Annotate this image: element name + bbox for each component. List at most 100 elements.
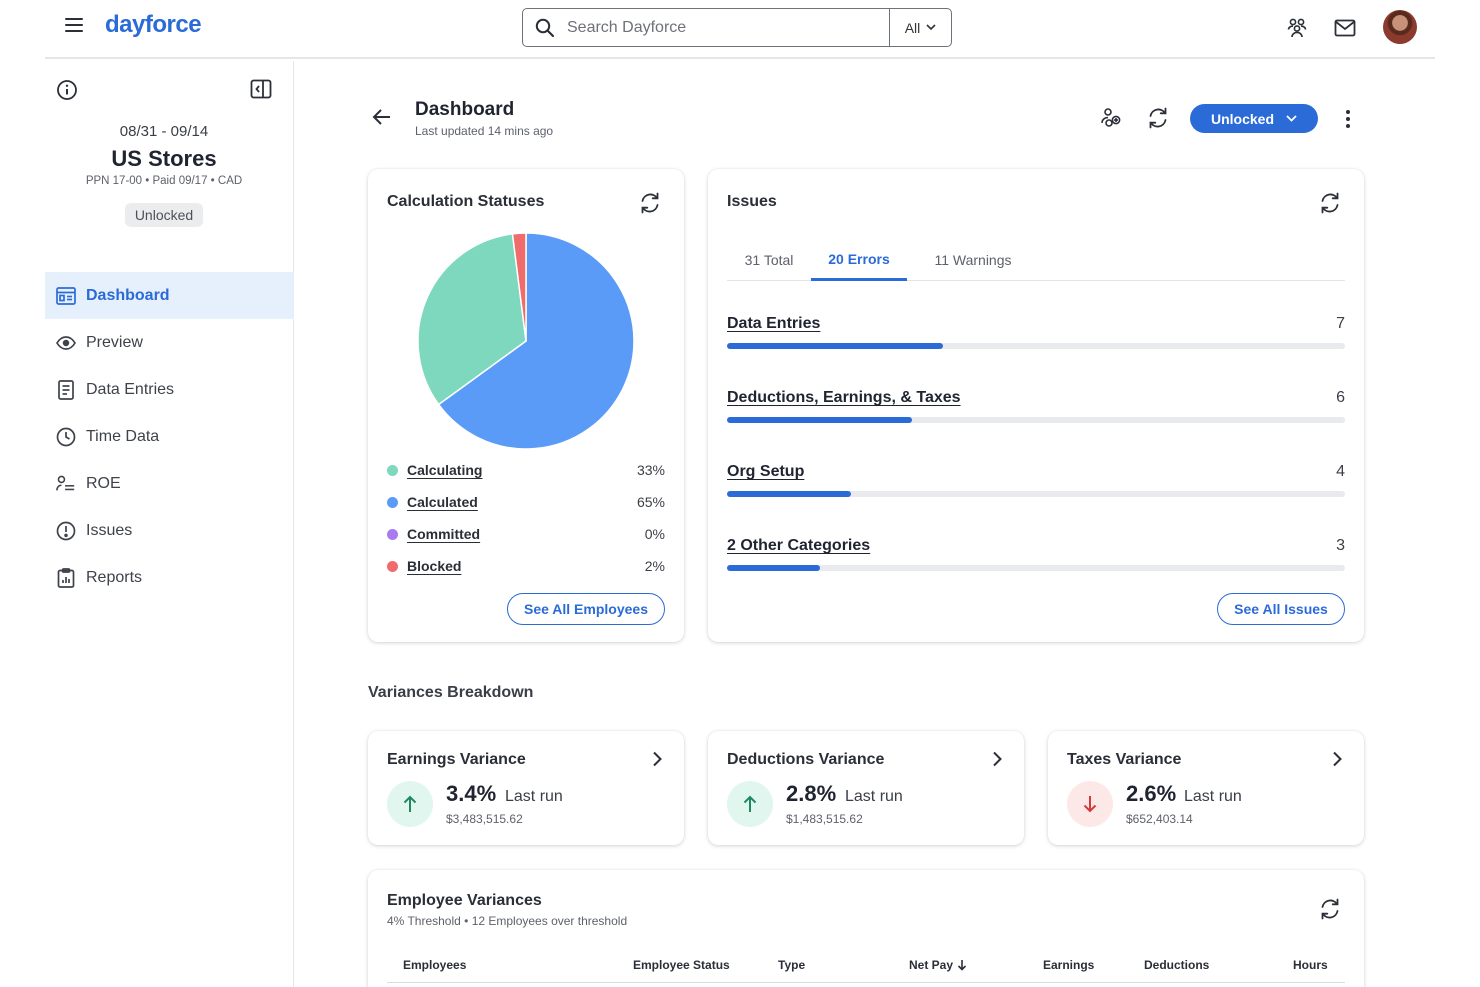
tab-errors[interactable]: 20 Errors [811, 239, 907, 281]
people-icon[interactable] [1283, 14, 1311, 42]
pie-slice-calculated[interactable] [437, 232, 635, 450]
lock-status-button[interactable]: Unlocked [1190, 104, 1318, 133]
column-header-employee-status[interactable]: Employee Status [633, 958, 730, 972]
taxes-variance-card[interactable]: Taxes Variance 2.6% Last run $652,403.14 [1048, 731, 1364, 845]
variance-title: Earnings Variance [387, 751, 526, 768]
legend-value: 2% [644, 558, 665, 574]
refresh-icon[interactable] [638, 191, 662, 220]
issue-category-label[interactable]: 2 Other Categories [727, 537, 871, 554]
sidebar-item-preview[interactable]: Preview [45, 319, 294, 366]
chevron-right-icon[interactable] [1332, 751, 1342, 772]
clock-icon [56, 427, 76, 447]
variance-title: Taxes Variance [1067, 751, 1182, 768]
sidebar-item-reports[interactable]: Reports [45, 554, 294, 601]
refresh-icon[interactable] [1146, 106, 1170, 135]
issue-category-label[interactable]: Data Entries [727, 315, 821, 332]
tab-warnings[interactable]: 11 Warnings [934, 252, 1012, 268]
issue-category-label[interactable]: Deductions, Earnings, & Taxes [727, 389, 961, 406]
see-all-employees-button[interactable]: See All Employees [507, 593, 665, 625]
sidebar-item-dashboard[interactable]: Dashboard [45, 272, 294, 319]
pay-period-dates: 08/31 - 09/14 [119, 123, 209, 140]
legend-item-calculated: Calculated 65% [387, 492, 665, 512]
sidebar-item-roe[interactable]: ROE [45, 460, 294, 507]
sidebar-item-data-entries[interactable]: Data Entries [45, 366, 294, 413]
refresh-icon[interactable] [1318, 897, 1342, 926]
issue-category-row: Data Entries 7 [727, 315, 1345, 365]
issues-card: Issues 31 Total 20 Errors 11 Warnings Da… [708, 169, 1364, 642]
earnings-variance-card[interactable]: Earnings Variance 3.4% Last run $3,483,5… [368, 731, 684, 845]
pay-group-name: US Stores [111, 146, 217, 171]
manage-people-icon[interactable] [1099, 106, 1123, 135]
more-options-icon[interactable] [1338, 107, 1358, 131]
sidebar-nav: Dashboard Preview Data Entries Time Data… [45, 272, 294, 601]
see-all-issues-label: See All Issues [1234, 601, 1328, 617]
column-header-employees[interactable]: Employees [403, 958, 467, 972]
pie-slice-blocked[interactable] [511, 232, 527, 342]
chevron-right-icon[interactable] [992, 751, 1002, 772]
sidebar-item-label: Reports [86, 568, 143, 586]
sidebar-item-label: Time Data [86, 427, 160, 445]
dashboard-icon [56, 286, 76, 306]
issue-progress-track [727, 491, 1345, 497]
search-scope-dropdown[interactable]: All [889, 9, 951, 46]
search-scope-label: All [904, 19, 921, 36]
page-title: Dashboard [415, 99, 515, 120]
person-list-icon [56, 474, 76, 494]
issue-progress-track [727, 343, 1345, 349]
chevron-down-icon [926, 24, 936, 31]
variance-amount: $1,483,515.62 [786, 812, 863, 826]
refresh-icon[interactable] [1318, 191, 1342, 220]
pay-period-meta: PPN 17-00 • Paid 09/17 • CAD [85, 175, 243, 187]
issue-count: 6 [1336, 389, 1345, 406]
column-header-net-pay[interactable]: Net Pay [909, 958, 967, 972]
mail-icon[interactable] [1331, 14, 1359, 42]
legend-value: 33% [636, 462, 665, 478]
sidebar-item-label: ROE [86, 474, 121, 492]
sidebar-item-time-data[interactable]: Time Data [45, 413, 294, 460]
legend-label[interactable]: Blocked [407, 558, 462, 574]
legend-label[interactable]: Calculated [407, 494, 478, 510]
arrow-up-icon [727, 781, 773, 827]
tab-total[interactable]: 31 Total [744, 252, 794, 268]
issues-tabs: 31 Total 20 Errors 11 Warnings [727, 239, 1345, 281]
sidebar-item-label: Issues [86, 521, 133, 539]
see-all-employees-label: See All Employees [524, 601, 648, 617]
issue-progress-track [727, 565, 1345, 571]
variance-percent: 2.8% [786, 781, 837, 806]
search-input[interactable] [567, 9, 889, 46]
chevron-right-icon[interactable] [652, 751, 662, 772]
eye-icon [56, 333, 76, 353]
dayforce-logo[interactable]: dayforce [105, 11, 202, 38]
last-run-label: Last run [505, 788, 563, 805]
sidebar-item-label: Preview [86, 333, 143, 351]
legend-swatch [387, 496, 398, 508]
legend-item-committed: Committed 0% [387, 524, 665, 544]
user-avatar[interactable] [1383, 10, 1417, 44]
issue-category-label[interactable]: Org Setup [727, 463, 805, 480]
sort-descending-icon [957, 960, 967, 971]
pie-slice-calculating[interactable] [417, 233, 527, 406]
issue-count: 4 [1336, 463, 1345, 480]
legend-value: 0% [644, 526, 665, 542]
search-icon [523, 18, 567, 38]
variance-amount: $3,483,515.62 [446, 812, 523, 826]
menu-icon[interactable] [65, 18, 83, 34]
legend-label[interactable]: Calculating [407, 462, 483, 478]
column-header-deductions[interactable]: Deductions [1144, 958, 1210, 972]
issue-progress-track [727, 417, 1345, 423]
legend-label[interactable]: Committed [407, 526, 481, 542]
card-title: Employee Variances [387, 892, 542, 909]
calculation-statuses-card: Calculation Statuses Calculating 33% Calcu… [368, 169, 684, 642]
deductions-variance-card[interactable]: Deductions Variance 2.8% Last run $1,483… [708, 731, 1024, 845]
sidebar-item-issues[interactable]: Issues [45, 507, 294, 554]
last-run-label: Last run [1184, 788, 1242, 805]
see-all-issues-button[interactable]: See All Issues [1217, 593, 1345, 625]
column-header-type[interactable]: Type [778, 958, 806, 972]
back-arrow-icon[interactable] [372, 108, 392, 131]
employee-variances-card: Employee Variances 4% Threshold • 12 Emp… [368, 870, 1364, 987]
column-header-earnings[interactable]: Earnings [1043, 958, 1095, 972]
column-header-hours[interactable]: Hours [1293, 958, 1328, 972]
info-icon[interactable] [56, 79, 78, 106]
issue-progress-fill [727, 417, 913, 423]
collapse-panel-icon[interactable] [250, 79, 272, 104]
